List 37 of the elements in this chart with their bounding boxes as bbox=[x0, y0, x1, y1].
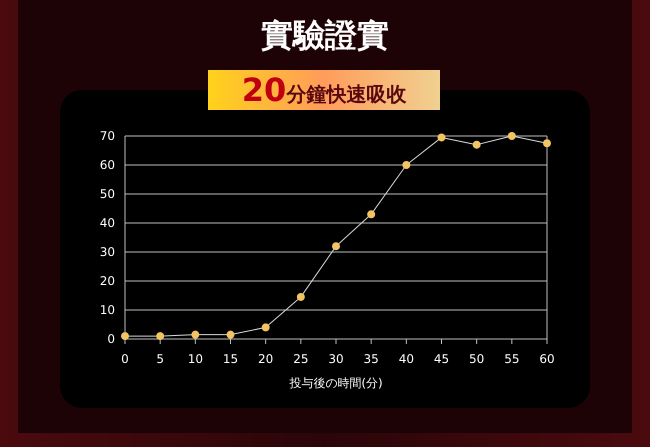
point bbox=[402, 161, 410, 169]
x-tick-label: 10 bbox=[188, 352, 203, 366]
x-tick-label: 15 bbox=[222, 352, 238, 366]
point bbox=[156, 332, 164, 340]
point bbox=[121, 332, 129, 340]
y-tick-label: 70 bbox=[100, 129, 115, 143]
y-tick-label: 10 bbox=[100, 303, 115, 317]
x-axis-title: 投与後の時間(分) bbox=[288, 376, 383, 390]
point bbox=[543, 139, 551, 148]
point bbox=[226, 330, 234, 339]
x-tick-label: 55 bbox=[504, 352, 520, 366]
x-tick-label: 30 bbox=[328, 352, 344, 366]
y-tick-label: 20 bbox=[100, 274, 115, 288]
y-tick-label: 60 bbox=[100, 158, 115, 172]
x-tick-label: 45 bbox=[434, 352, 450, 366]
y-tick-label: 50 bbox=[100, 187, 115, 201]
x-tick-label: 20 bbox=[258, 352, 274, 366]
point bbox=[472, 140, 481, 149]
point bbox=[438, 133, 446, 142]
x-tick-label: 50 bbox=[469, 352, 484, 366]
chart-subtitle: 20分鐘快速吸收 bbox=[242, 71, 408, 109]
y-tick-label: 30 bbox=[100, 245, 115, 259]
y-tick-label: 40 bbox=[100, 216, 115, 230]
point bbox=[191, 330, 200, 339]
point bbox=[296, 292, 305, 301]
x-tick-label: 0 bbox=[121, 352, 129, 366]
point bbox=[332, 242, 340, 250]
x-tick-label: 40 bbox=[398, 352, 414, 366]
x-tick-label: 25 bbox=[293, 352, 308, 366]
chart-title: 實驗證實 bbox=[261, 16, 389, 54]
x-tick-label: 5 bbox=[156, 352, 164, 366]
y-tick-label: 0 bbox=[107, 332, 115, 346]
point bbox=[367, 210, 376, 218]
point bbox=[262, 323, 270, 332]
x-tick-label: 60 bbox=[539, 352, 555, 366]
x-tick-label: 35 bbox=[364, 352, 379, 366]
point bbox=[508, 132, 516, 140]
